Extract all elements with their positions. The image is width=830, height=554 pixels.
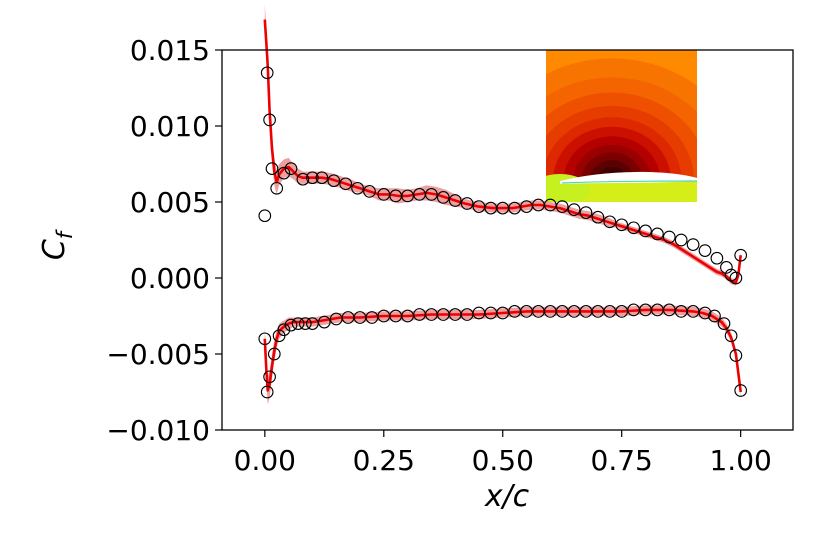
marker-lower: [708, 309, 721, 323]
marker-upper: [674, 233, 688, 247]
marker-upper: [567, 203, 581, 216]
marker-lower: [277, 323, 291, 337]
marker-upper: [363, 185, 376, 198]
line-lower: [263, 308, 742, 393]
marker-upper: [260, 66, 274, 80]
plot-frame: [221, 49, 794, 431]
x-tick-label: 1.00: [709, 444, 771, 477]
marker-upper: [555, 200, 569, 213]
marker-upper: [284, 162, 298, 175]
marker-upper: [327, 174, 341, 188]
x-tick-label: 0.25: [353, 444, 415, 477]
marker-upper: [729, 271, 743, 285]
marker-lower: [717, 317, 731, 330]
marker-upper: [296, 172, 310, 186]
marker-lower: [258, 332, 272, 346]
marker-lower: [284, 318, 298, 332]
marker-upper: [662, 230, 676, 244]
marker-upper: [698, 244, 712, 257]
x-tick-label: 0.00: [234, 444, 296, 477]
marker-upper: [603, 215, 617, 229]
marker-lower: [260, 385, 274, 399]
y-tick-label: −0.005: [106, 338, 210, 371]
marker-lower: [291, 317, 305, 330]
marker-upper: [270, 181, 284, 195]
marker-upper: [425, 188, 438, 201]
y-tick-label: 0.000: [130, 262, 210, 295]
marker-upper: [306, 171, 319, 185]
y-tick-label: 0.015: [130, 34, 210, 67]
series-markers: [258, 66, 748, 399]
marker-upper: [448, 194, 462, 207]
marker-lower: [729, 349, 743, 362]
marker-lower: [698, 306, 712, 320]
series-lines: [263, 19, 742, 393]
y-axis-ticks: −0.010 −0.005 0.000 0.005 0.010 0.015: [106, 34, 222, 447]
marker-upper: [263, 113, 276, 127]
x-tick-label: 0.75: [591, 444, 653, 477]
marker-lower: [734, 384, 748, 397]
marker-upper: [639, 224, 652, 238]
marker-upper: [686, 238, 700, 251]
marker-lower: [267, 347, 281, 361]
marker-upper: [579, 206, 593, 219]
marker-lower: [298, 317, 312, 330]
y-tick-label: 0.005: [130, 186, 210, 219]
marker-upper: [277, 166, 291, 180]
marker-upper: [315, 171, 329, 185]
x-axis-label: x/c: [484, 479, 530, 514]
marker-upper: [734, 248, 748, 262]
contour-inset: [546, 50, 697, 202]
y-tick-label: −0.010: [106, 414, 210, 447]
x-tick-label: 0.50: [472, 444, 534, 477]
marker-lower: [263, 370, 276, 384]
marker-upper: [651, 227, 664, 241]
marker-upper: [627, 221, 640, 235]
y-axis-label-subscript: f: [53, 228, 77, 239]
marker-upper: [265, 162, 279, 175]
marker-upper: [710, 251, 724, 265]
marker-upper: [720, 261, 733, 274]
marker-upper: [591, 210, 605, 224]
marker-upper: [460, 197, 474, 210]
marker-upper: [339, 177, 353, 191]
marker-upper: [615, 218, 629, 232]
marker-upper: [436, 191, 450, 204]
marker-lower: [724, 329, 738, 343]
y-axis-label: Cf: [37, 228, 77, 260]
marker-upper: [258, 209, 272, 223]
y-axis-label-main: C: [37, 239, 72, 260]
marker-lower: [317, 315, 331, 329]
band-lower: [264, 305, 741, 405]
inset-wake-line: [561, 180, 697, 184]
x-axis-ticks: 0.00 0.25 0.50 0.75 1.00: [234, 430, 772, 477]
marker-upper: [351, 181, 364, 195]
svg-text:Cf: Cf: [37, 228, 77, 260]
y-tick-label: 0.010: [130, 110, 210, 143]
line-upper: [263, 19, 742, 284]
